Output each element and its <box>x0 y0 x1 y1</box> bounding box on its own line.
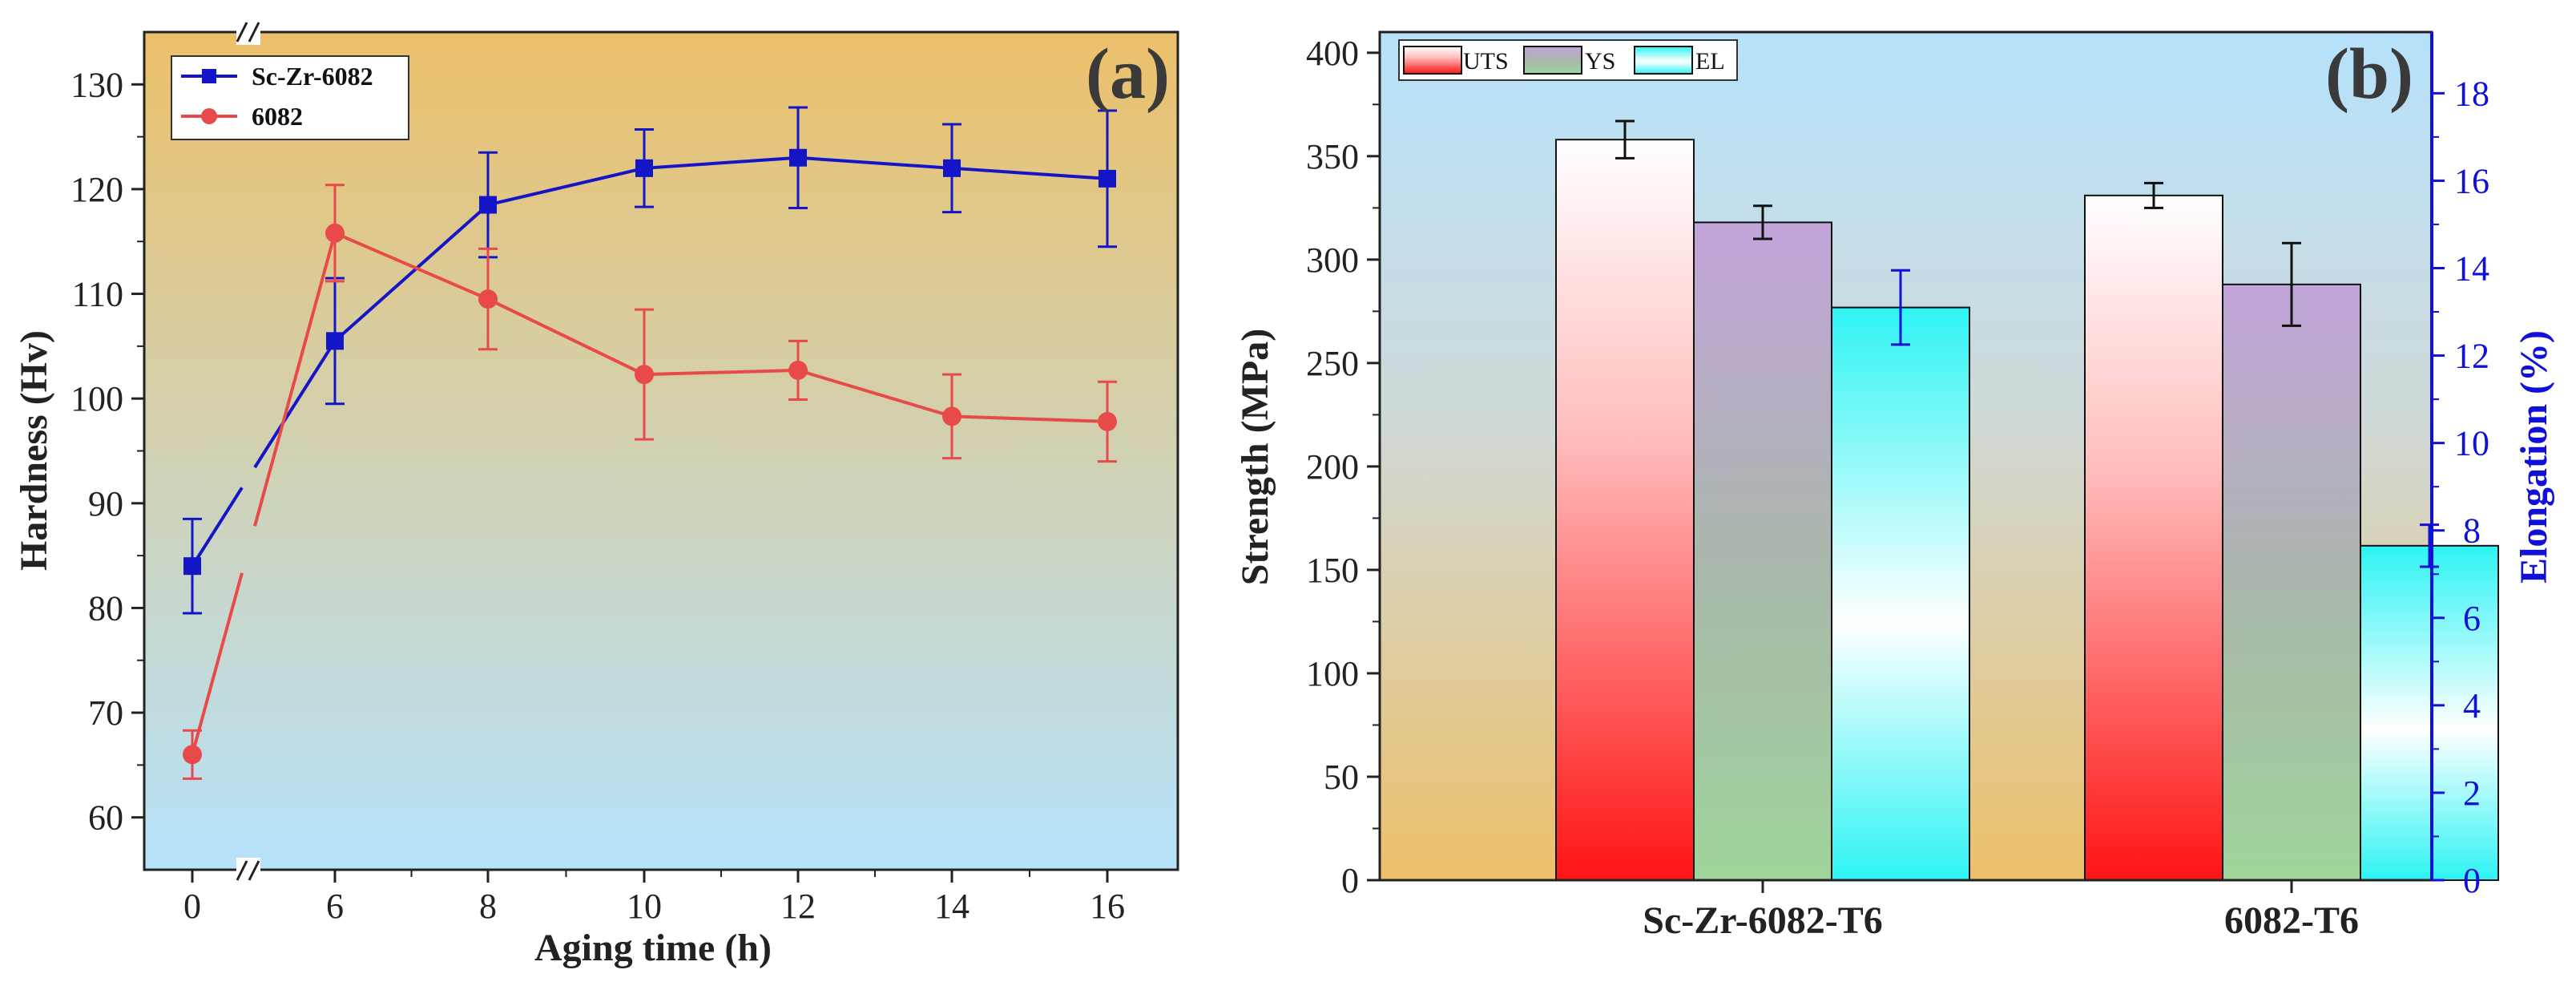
data-point-sc-zr <box>1099 169 1116 188</box>
data-point-6082 <box>478 289 498 309</box>
y-axis-title-b: Strength (MPa) <box>1234 329 1276 585</box>
x-axis-title-a: Aging time (h) <box>534 927 772 969</box>
x-tick-label-a: 0 <box>183 887 201 926</box>
series-6082 <box>183 184 1117 780</box>
y-tick-label-a: 130 <box>71 65 123 104</box>
category-label: 6082-T6 <box>2224 899 2359 942</box>
data-point-6082 <box>788 360 808 380</box>
y-tick-label-b: 400 <box>1306 34 1359 73</box>
y-tick-label-b: 200 <box>1306 447 1359 487</box>
y-tick-label-a: 60 <box>88 798 123 838</box>
legend-marker-6082 <box>201 108 217 124</box>
y-tick-label-a: 110 <box>72 275 123 314</box>
y-tick-label-b: 300 <box>1306 240 1359 280</box>
bar-ys <box>1693 221 1832 881</box>
data-point-sc-zr <box>326 332 344 350</box>
series-line-sc-zr <box>333 204 490 342</box>
panel-b: 0 50 100 150 200 250 300 350 400 0 2 4 6 8 10 12 14 16 18 S… <box>1234 30 2555 942</box>
y-tick-label-b: 250 <box>1306 344 1359 383</box>
bar-uts <box>1555 139 1695 881</box>
series-line-6082 <box>191 572 244 755</box>
category-label: Sc-Zr-6082-T6 <box>1643 899 1883 942</box>
data-point-6082 <box>1098 411 1117 431</box>
y-tick-label-b: 0 <box>1341 861 1359 900</box>
y2-tick-label-b: 6 <box>2463 599 2481 638</box>
series-line-6082 <box>797 369 953 418</box>
x-tick-label-a: 12 <box>780 887 816 926</box>
legend-a: Sc-Zr-6082 6082 <box>171 55 409 140</box>
data-point-sc-zr <box>789 148 807 167</box>
data-point-6082 <box>942 406 961 426</box>
data-point-sc-zr <box>943 159 961 177</box>
series-line-sc-zr <box>797 156 953 170</box>
legend-swatch-uts <box>1403 46 1462 75</box>
legend-label-el: EL <box>1695 48 1725 75</box>
y2-tick-label-b: 0 <box>2463 861 2481 900</box>
series-line-sc-zr <box>253 340 337 469</box>
series-line-sc-zr <box>643 156 799 170</box>
series-line-sc-zr <box>191 487 244 568</box>
x-tick-label-a: 14 <box>934 887 970 926</box>
panel-label-b: (b) <box>2325 34 2413 114</box>
x-tick-label-a: 6 <box>326 887 344 926</box>
y-tick-label-a: 100 <box>71 379 123 418</box>
y-axis-title-a: Hardness (Hv) <box>13 330 55 571</box>
data-point-sc-zr <box>183 557 201 576</box>
y-tick-label-b: 50 <box>1324 758 1359 797</box>
legend-swatch-el <box>1634 46 1693 75</box>
y-tick-label-b: 100 <box>1306 654 1359 693</box>
y-tick-label-a: 120 <box>71 170 123 209</box>
y-tick-label-a: 90 <box>88 484 123 523</box>
bar-uts <box>2084 194 2223 882</box>
data-point-sc-zr <box>635 159 653 177</box>
series-line-6082 <box>487 297 645 376</box>
x-axis-break-marks <box>236 858 260 883</box>
panel-label-a: (a) <box>1086 34 1170 114</box>
top-axis-break-marks <box>236 19 260 45</box>
series-line-6082 <box>253 232 337 527</box>
y-tick-label-a: 70 <box>88 693 123 733</box>
series-line-6082 <box>951 414 1108 423</box>
legend-label-6082: 6082 <box>252 102 303 131</box>
data-point-sc-zr <box>479 196 497 214</box>
y2-tick-label-b: 14 <box>2454 248 2489 288</box>
series-sc-zr <box>183 106 1117 615</box>
series-line-6082 <box>334 231 489 301</box>
plot-area-a <box>144 32 1178 870</box>
x-tick-label-a: 10 <box>627 887 662 926</box>
y2-tick-label-b: 8 <box>2463 511 2481 551</box>
series-line-sc-zr <box>951 166 1108 180</box>
bar-el <box>2360 544 2499 881</box>
y-tick-label-a: 80 <box>88 588 123 628</box>
bar-el <box>1831 306 1970 881</box>
legend-label-ys: YS <box>1585 48 1615 75</box>
legend-label-sc-zr: Sc-Zr-6082 <box>252 62 373 91</box>
y2-tick-label-b: 2 <box>2463 774 2481 813</box>
bar-ys <box>2222 283 2361 881</box>
legend-swatch-ys <box>1523 46 1582 75</box>
y2-tick-label-b: 16 <box>2454 161 2489 200</box>
y-tick-label-b: 150 <box>1306 551 1359 590</box>
legend-marker-sc-zr <box>202 69 216 83</box>
series-line-6082 <box>643 368 799 377</box>
series-line-sc-zr <box>487 166 645 207</box>
panel-a: 60 70 80 90 100 110 120 130 0 6 8 10 12 14 16 Aging ti… <box>13 19 1179 969</box>
data-point-6082 <box>635 365 654 385</box>
x-tick-label-a: 16 <box>1090 887 1125 926</box>
x-tick-label-a: 8 <box>479 887 497 926</box>
y2-tick-label-b: 4 <box>2463 686 2481 725</box>
data-point-6082 <box>183 745 202 765</box>
data-point-6082 <box>325 223 345 243</box>
y2-tick-label-b: 18 <box>2454 74 2489 113</box>
legend-label-uts: UTS <box>1463 48 1509 75</box>
y-tick-label-b: 350 <box>1306 137 1359 176</box>
y2-axis-title-b: Elongation (%) <box>2513 330 2555 584</box>
y2-tick-label-b: 10 <box>2454 424 2489 463</box>
y2-tick-label-b: 12 <box>2454 337 2489 376</box>
legend-b: UTS YS EL <box>1398 39 1738 81</box>
